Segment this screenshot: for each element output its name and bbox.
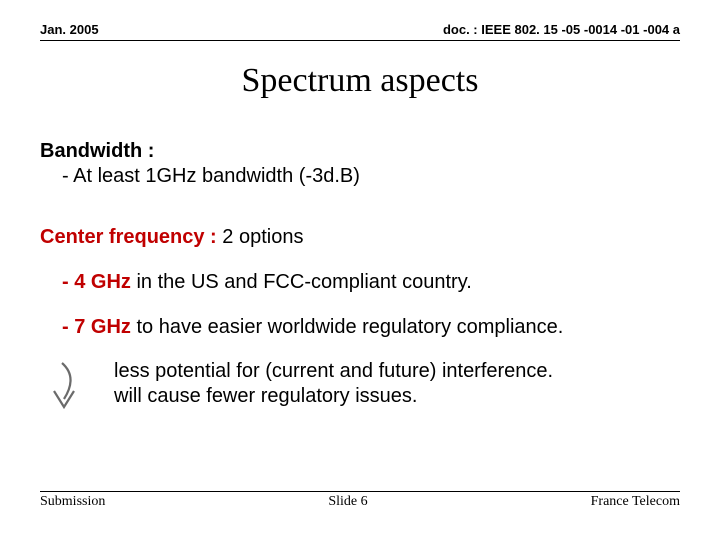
- option-4ghz: - 4 GHz in the US and FCC-compliant coun…: [62, 271, 680, 294]
- note-line-1: less potential for (current and future) …: [114, 359, 553, 384]
- curved-arrow-icon: [50, 359, 86, 417]
- header-doc-id: doc. : IEEE 802. 15 -05 -0014 -01 -004 a: [443, 22, 680, 37]
- header-date: Jan. 2005: [40, 22, 99, 37]
- footer-slide-number: Slide 6: [328, 494, 367, 510]
- notes-block: less potential for (current and future) …: [114, 359, 553, 409]
- option-7ghz-label: - 7 GHz: [62, 316, 131, 338]
- center-frequency-line: Center frequency : 2 options: [40, 226, 680, 249]
- option-4ghz-tail: in the US and FCC-compliant country.: [131, 271, 472, 293]
- center-frequency-label: Center frequency :: [40, 226, 217, 248]
- header-rule: [40, 40, 680, 41]
- footer-right: France Telecom: [591, 494, 680, 510]
- option-7ghz-tail: to have easier worldwide regulatory comp…: [131, 316, 563, 338]
- bandwidth-heading: Bandwidth :: [40, 140, 680, 163]
- center-frequency-tail: 2 options: [217, 226, 304, 248]
- footer-left: Submission: [40, 494, 105, 510]
- page-title: Spectrum aspects: [0, 62, 720, 100]
- option-7ghz: - 7 GHz to have easier worldwide regulat…: [62, 316, 680, 339]
- option-4ghz-label: - 4 GHz: [62, 271, 131, 293]
- bandwidth-line: - At least 1GHz bandwidth (-3d.B): [62, 165, 680, 188]
- note-line-2: will cause fewer regulatory issues.: [114, 384, 553, 409]
- footer-rule: [40, 491, 680, 492]
